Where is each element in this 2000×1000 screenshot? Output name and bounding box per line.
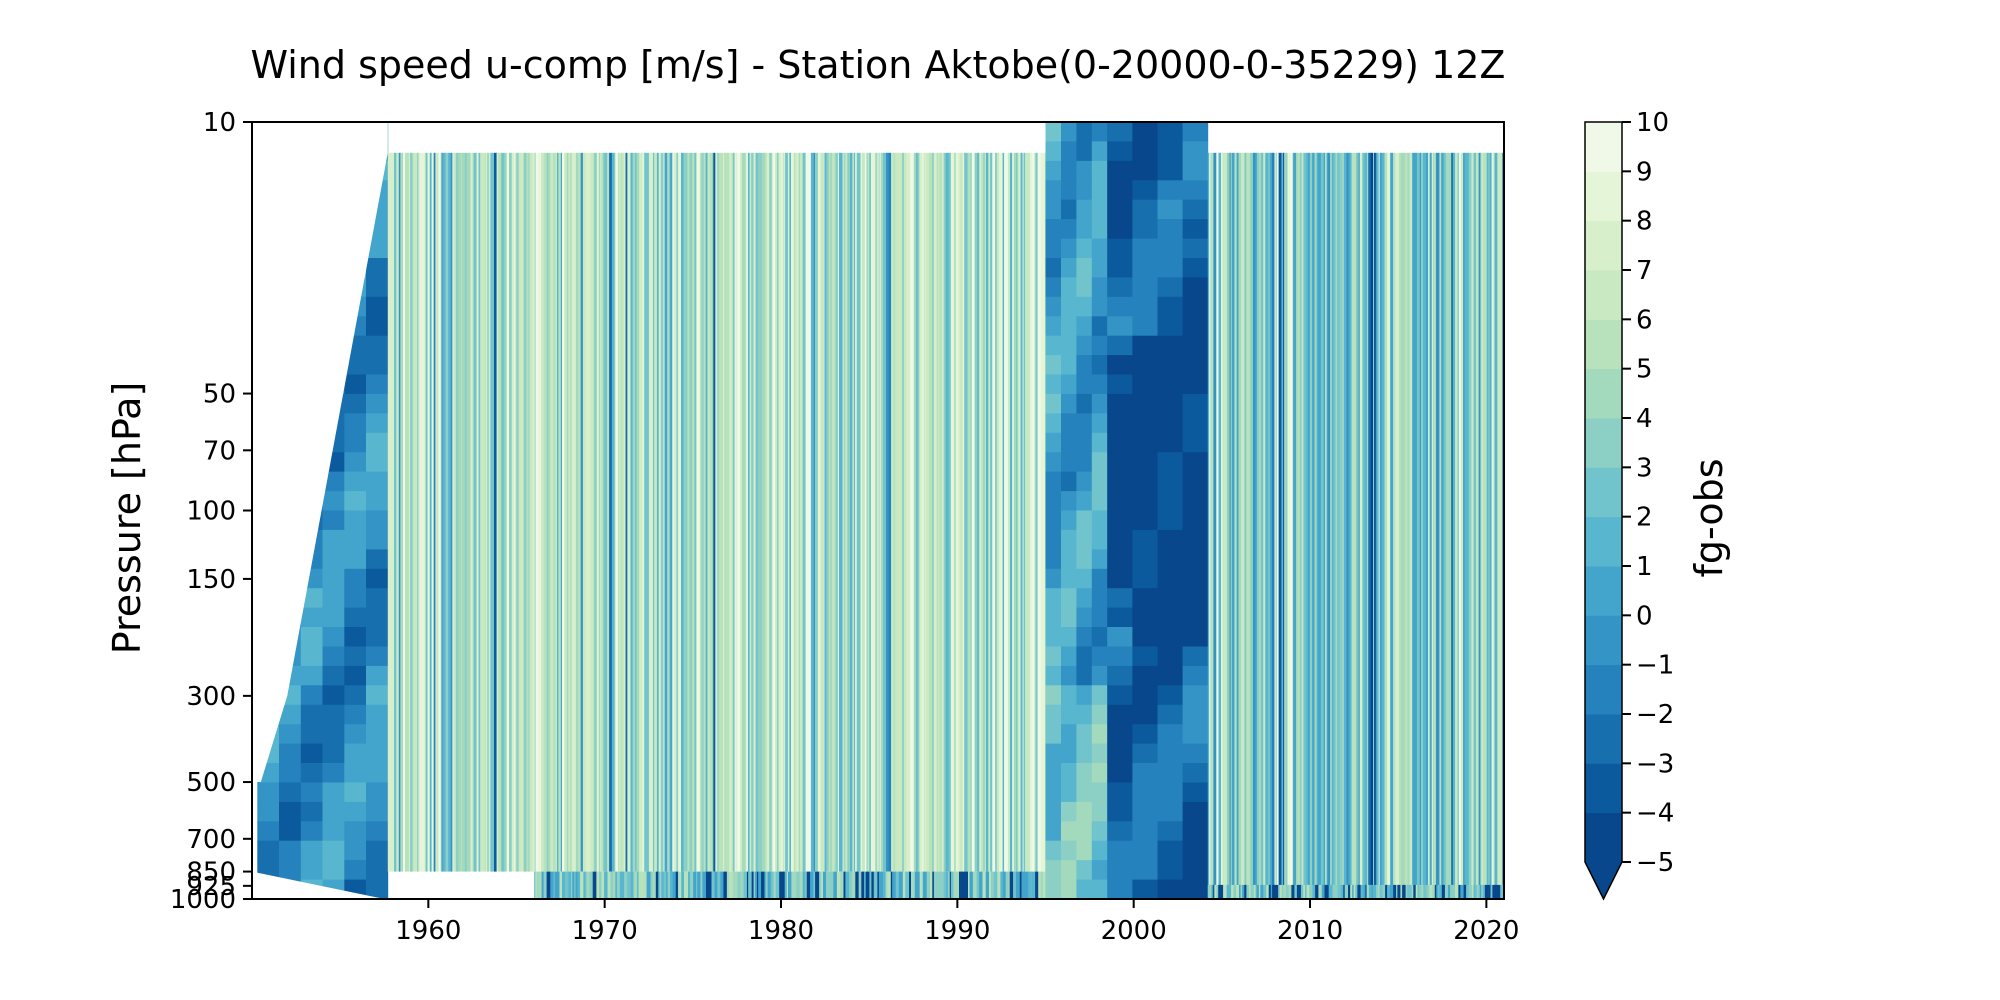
- colorbar-segment: [1585, 270, 1622, 320]
- colorbar-tick-label: −5: [1636, 848, 1674, 878]
- colorbar-segment: [1585, 566, 1622, 616]
- data-segment-4: [1207, 152, 1504, 899]
- colorbar-segment: [1585, 714, 1622, 764]
- colorbar-tick-label: 2: [1636, 503, 1653, 533]
- colorbar-segment: [1585, 763, 1622, 814]
- colorbar-tick-label: −1: [1636, 651, 1674, 681]
- colorbar-tick-label: 6: [1636, 305, 1653, 335]
- colorbar-segment: [1585, 319, 1622, 370]
- colorbar-tick-label: 1: [1636, 552, 1653, 582]
- colorbar-tick-label: 5: [1636, 355, 1653, 385]
- colorbar-tick-label: −2: [1636, 700, 1674, 730]
- colorbar-segment: [1585, 368, 1622, 419]
- colorbar-tick-label: 10: [1636, 108, 1669, 138]
- data-segment-2: [1045, 122, 1108, 899]
- y-tick-label: 1000: [170, 885, 236, 915]
- colorbar-tick-label: 0: [1636, 601, 1653, 631]
- colorbar-segment: [1585, 122, 1622, 172]
- colorbar-segment: [1585, 467, 1622, 518]
- colorbar-tick-label: −3: [1636, 749, 1674, 779]
- y-tick-label: 700: [186, 825, 236, 855]
- colorbar-segment: [1585, 171, 1622, 222]
- colorbar-segment: [1585, 220, 1622, 271]
- data-segment-1: [387, 152, 1048, 899]
- plot-area: [252, 122, 1504, 899]
- no-data-region: [252, 122, 388, 783]
- x-tick-label: 2010: [1277, 916, 1343, 946]
- colorbar-frame: [1584, 121, 1623, 901]
- x-tick-label: 2020: [1453, 916, 1519, 946]
- data-segment-3: [1107, 122, 1209, 899]
- colorbar-segment: [1585, 418, 1622, 468]
- y-tick-label: 70: [203, 436, 236, 466]
- y-axis-label: Pressure [hPa]: [105, 382, 149, 655]
- colorbar-tick-label: 3: [1636, 453, 1653, 483]
- colorbar-segment: [1585, 615, 1622, 666]
- y-tick-label: 100: [186, 497, 236, 527]
- colorbar-tick-label: 4: [1636, 404, 1653, 434]
- y-tick-label: 150: [186, 565, 236, 595]
- x-axis: 1960 1970 1980 1990 2000 2010 2020: [395, 899, 1519, 946]
- chart-title: Wind speed u-comp [m/s] - Station Aktobe…: [251, 43, 1506, 87]
- colorbar-segment: [1585, 516, 1622, 567]
- x-tick-label: 2000: [1101, 916, 1167, 946]
- colorbar-extend-triangle: [1585, 862, 1622, 899]
- colorbar-segment: [1585, 664, 1622, 715]
- colorbar-segment: [1585, 812, 1622, 863]
- no-data-region: [252, 871, 385, 899]
- y-tick-label: 850: [186, 858, 236, 888]
- colorbar-label: fg-obs: [1687, 458, 1731, 577]
- colorbar-tick-label: 8: [1636, 207, 1653, 237]
- x-tick-label: 1970: [572, 916, 638, 946]
- y-tick-label: 500: [186, 768, 236, 798]
- y-tick-label: 925: [186, 872, 236, 902]
- y-tick-label: 50: [203, 380, 236, 410]
- x-tick-label: 1990: [924, 916, 990, 946]
- y-tick-label: 300: [186, 682, 236, 712]
- x-tick-label: 1980: [748, 916, 814, 946]
- y-tick-label: 10: [203, 108, 236, 138]
- colorbar-tick-label: 7: [1636, 256, 1653, 286]
- colorbar-tick-label: −4: [1636, 799, 1674, 829]
- colorbar-tick-label: 9: [1636, 157, 1653, 187]
- x-tick-label: 1960: [395, 916, 461, 946]
